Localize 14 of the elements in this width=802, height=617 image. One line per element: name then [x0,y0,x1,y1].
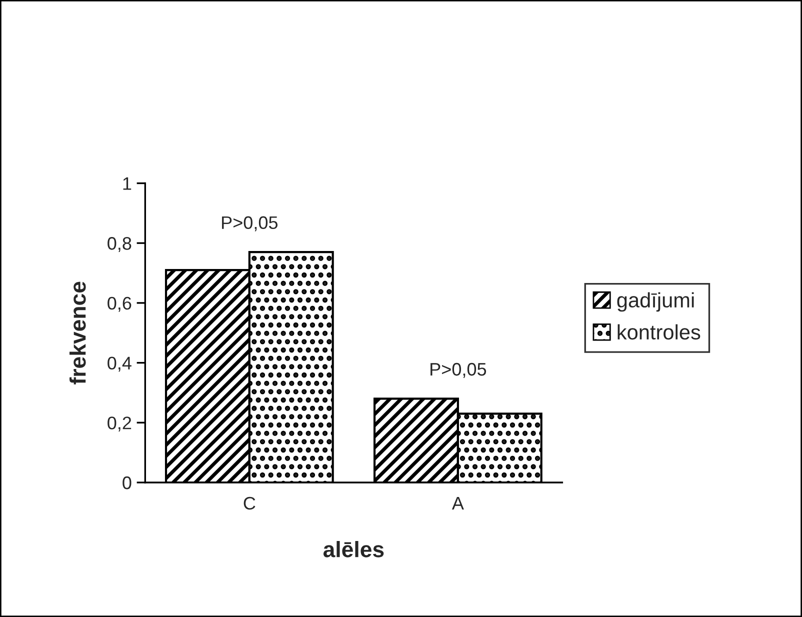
y-tick-label: 0,6 [108,296,132,312]
y-axis-title: frekvence [69,282,86,384]
x-tick-label: C [244,496,256,510]
y-tick-label: 0,4 [108,356,132,372]
y-tick-label: 0,2 [108,416,132,432]
y-tick-label: 0,8 [108,237,132,252]
annotation: P>0,05 [430,362,486,378]
y-tick-label: 0 [122,476,132,490]
annotation: P>0,05 [222,216,278,232]
y-tick-label: 1 [123,177,132,190]
x-tick-label: A [452,497,464,510]
legend-label: gadījumi [617,292,694,312]
x-axis-title: alēles [323,540,384,558]
legend-label: kontroles [618,324,700,340]
